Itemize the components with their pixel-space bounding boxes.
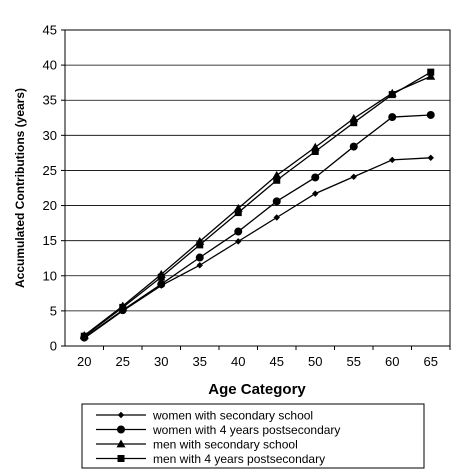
data-point-s1-35 [196, 262, 203, 269]
y-tick-label-25: 25 [43, 163, 57, 178]
data-point-s3-45 [272, 170, 282, 179]
legend-marker-2 [117, 425, 125, 434]
data-point-s1-50 [312, 190, 319, 197]
data-point-s2-50 [311, 173, 320, 182]
y-tick-label-45: 45 [43, 23, 57, 38]
series-line-4 [83, 71, 432, 337]
data-point-s4-60 [388, 91, 396, 99]
data-point-s4-45 [273, 176, 281, 184]
data-point-s1-40 [235, 238, 242, 245]
y-tick-label-20: 20 [43, 198, 57, 213]
x-tick-label-50: 50 [308, 354, 322, 369]
x-tick-label-55: 55 [347, 354, 361, 369]
x-tick-label-60: 60 [385, 354, 399, 369]
legend-label-2: women with 4 years postsecondary [152, 423, 340, 437]
series-layer [79, 68, 436, 342]
y-tick-label-5: 5 [50, 303, 57, 318]
data-point-s2-65 [426, 110, 435, 119]
y-axis-title: Accumulated Contributions (years) [13, 88, 27, 288]
x-axis-title: Age Category [208, 381, 306, 398]
series-line-1 [83, 157, 431, 339]
y-tick-label-30: 30 [43, 128, 57, 143]
data-point-s4-40 [234, 209, 242, 217]
data-point-s1-65 [427, 154, 434, 162]
series-line-3 [83, 75, 432, 336]
y-tick-label-40: 40 [43, 58, 57, 73]
data-point-s2-45 [272, 197, 281, 206]
data-point-s1-60 [389, 156, 396, 164]
legend-label-4: men with 4 years postsecondary [153, 452, 325, 466]
data-point-s4-55 [350, 119, 358, 127]
data-point-s2-30 [157, 280, 166, 289]
tick-labels: 0 5 10 15 20 25 30 35 40 45 20 25 30 35 40 45 50 55 60 65 [43, 23, 451, 369]
gridlines [65, 64, 450, 312]
y-tick-label-35: 35 [43, 93, 57, 108]
data-point-s2-60 [388, 113, 397, 122]
legend-marker-1 [117, 411, 125, 419]
legend-marker-4 [117, 455, 125, 462]
data-point-s4-25 [119, 303, 127, 311]
data-point-s4-35 [196, 241, 204, 249]
data-point-s4-30 [157, 273, 165, 281]
data-point-s3-65 [426, 71, 436, 80]
legend-label-3: men with secondary school [153, 438, 298, 452]
data-point-s1-55 [350, 173, 357, 180]
x-tick-label-65: 65 [424, 354, 438, 369]
x-tick-label-30: 30 [154, 354, 168, 369]
data-point-s2-55 [349, 142, 358, 151]
series-line-2 [83, 114, 431, 339]
x-tick-label-40: 40 [231, 354, 245, 369]
data-point-s4-50 [311, 147, 319, 155]
legend-label-1: women with secondary school [152, 409, 313, 423]
x-tick-label-35: 35 [193, 354, 207, 369]
data-point-s1-45 [273, 214, 280, 221]
x-tick-label-45: 45 [270, 354, 284, 369]
y-tick-label-10: 10 [43, 268, 57, 283]
data-point-s2-35 [195, 253, 204, 262]
y-tick-label-0: 0 [50, 339, 57, 354]
legend-marker-3 [116, 439, 126, 448]
data-point-s2-40 [234, 227, 243, 236]
data-point-s4-65 [427, 68, 435, 76]
x-tick-label-25: 25 [116, 354, 130, 369]
plot-area [64, 29, 451, 347]
data-point-s4-20 [80, 332, 88, 340]
y-tick-label-15: 15 [43, 233, 57, 248]
x-tick-label-20: 20 [77, 354, 91, 369]
